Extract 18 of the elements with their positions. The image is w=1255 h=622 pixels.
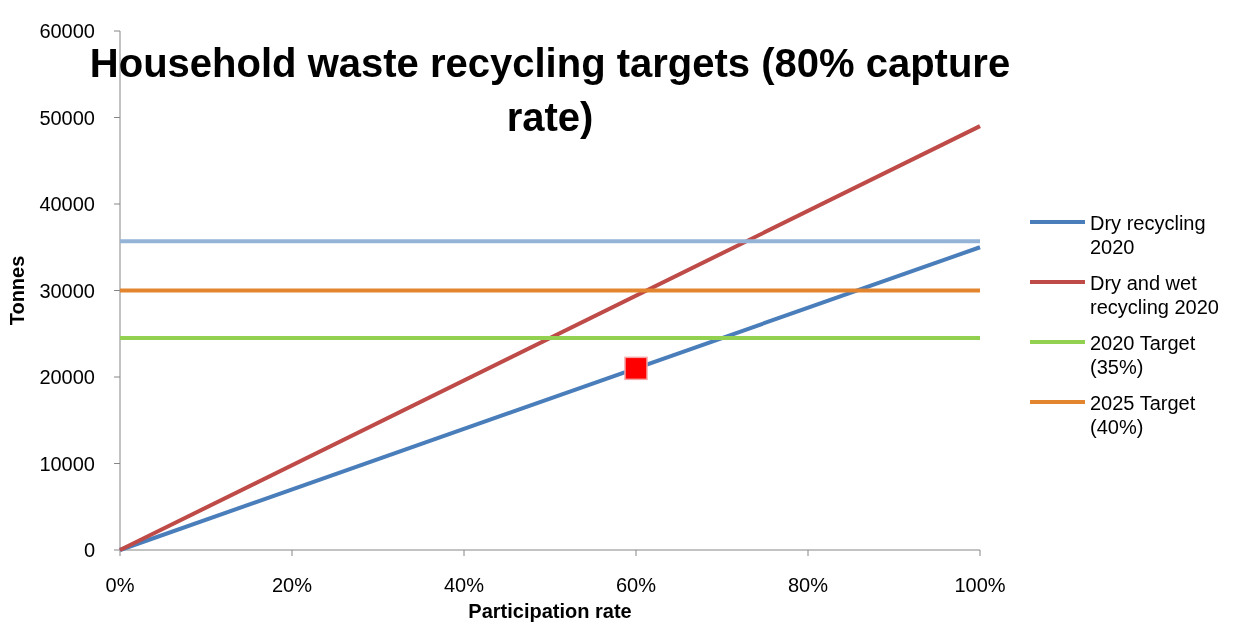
y-axis-title: Tonnes <box>6 255 28 326</box>
x-tick-label: 0% <box>105 574 135 596</box>
y-tick-label: 60000 <box>39 20 95 42</box>
x-tick-label: 60% <box>615 574 657 596</box>
legend-label: Dry and wet recycling 2020 <box>1090 272 1219 318</box>
x-tick-label: 40% <box>443 574 485 596</box>
x-tick-label: 80% <box>787 574 829 596</box>
x-axis-title: Participation rate <box>468 600 632 622</box>
x-tick-label: 20% <box>271 574 313 596</box>
y-tick-label: 30000 <box>39 279 95 302</box>
y-tick-label: 40000 <box>39 193 95 215</box>
y-tick-label: 10000 <box>39 452 95 475</box>
x-tick-label: 100% <box>954 574 1006 596</box>
legend-label: 2025 Target (40%) <box>1090 392 1196 438</box>
legend-label: 2020 Target (35%) <box>1090 332 1196 378</box>
legend-label: Dry recycling 2020 <box>1090 212 1206 258</box>
y-tick-label: 0 <box>83 539 95 561</box>
y-tick-label: 20000 <box>39 366 95 388</box>
